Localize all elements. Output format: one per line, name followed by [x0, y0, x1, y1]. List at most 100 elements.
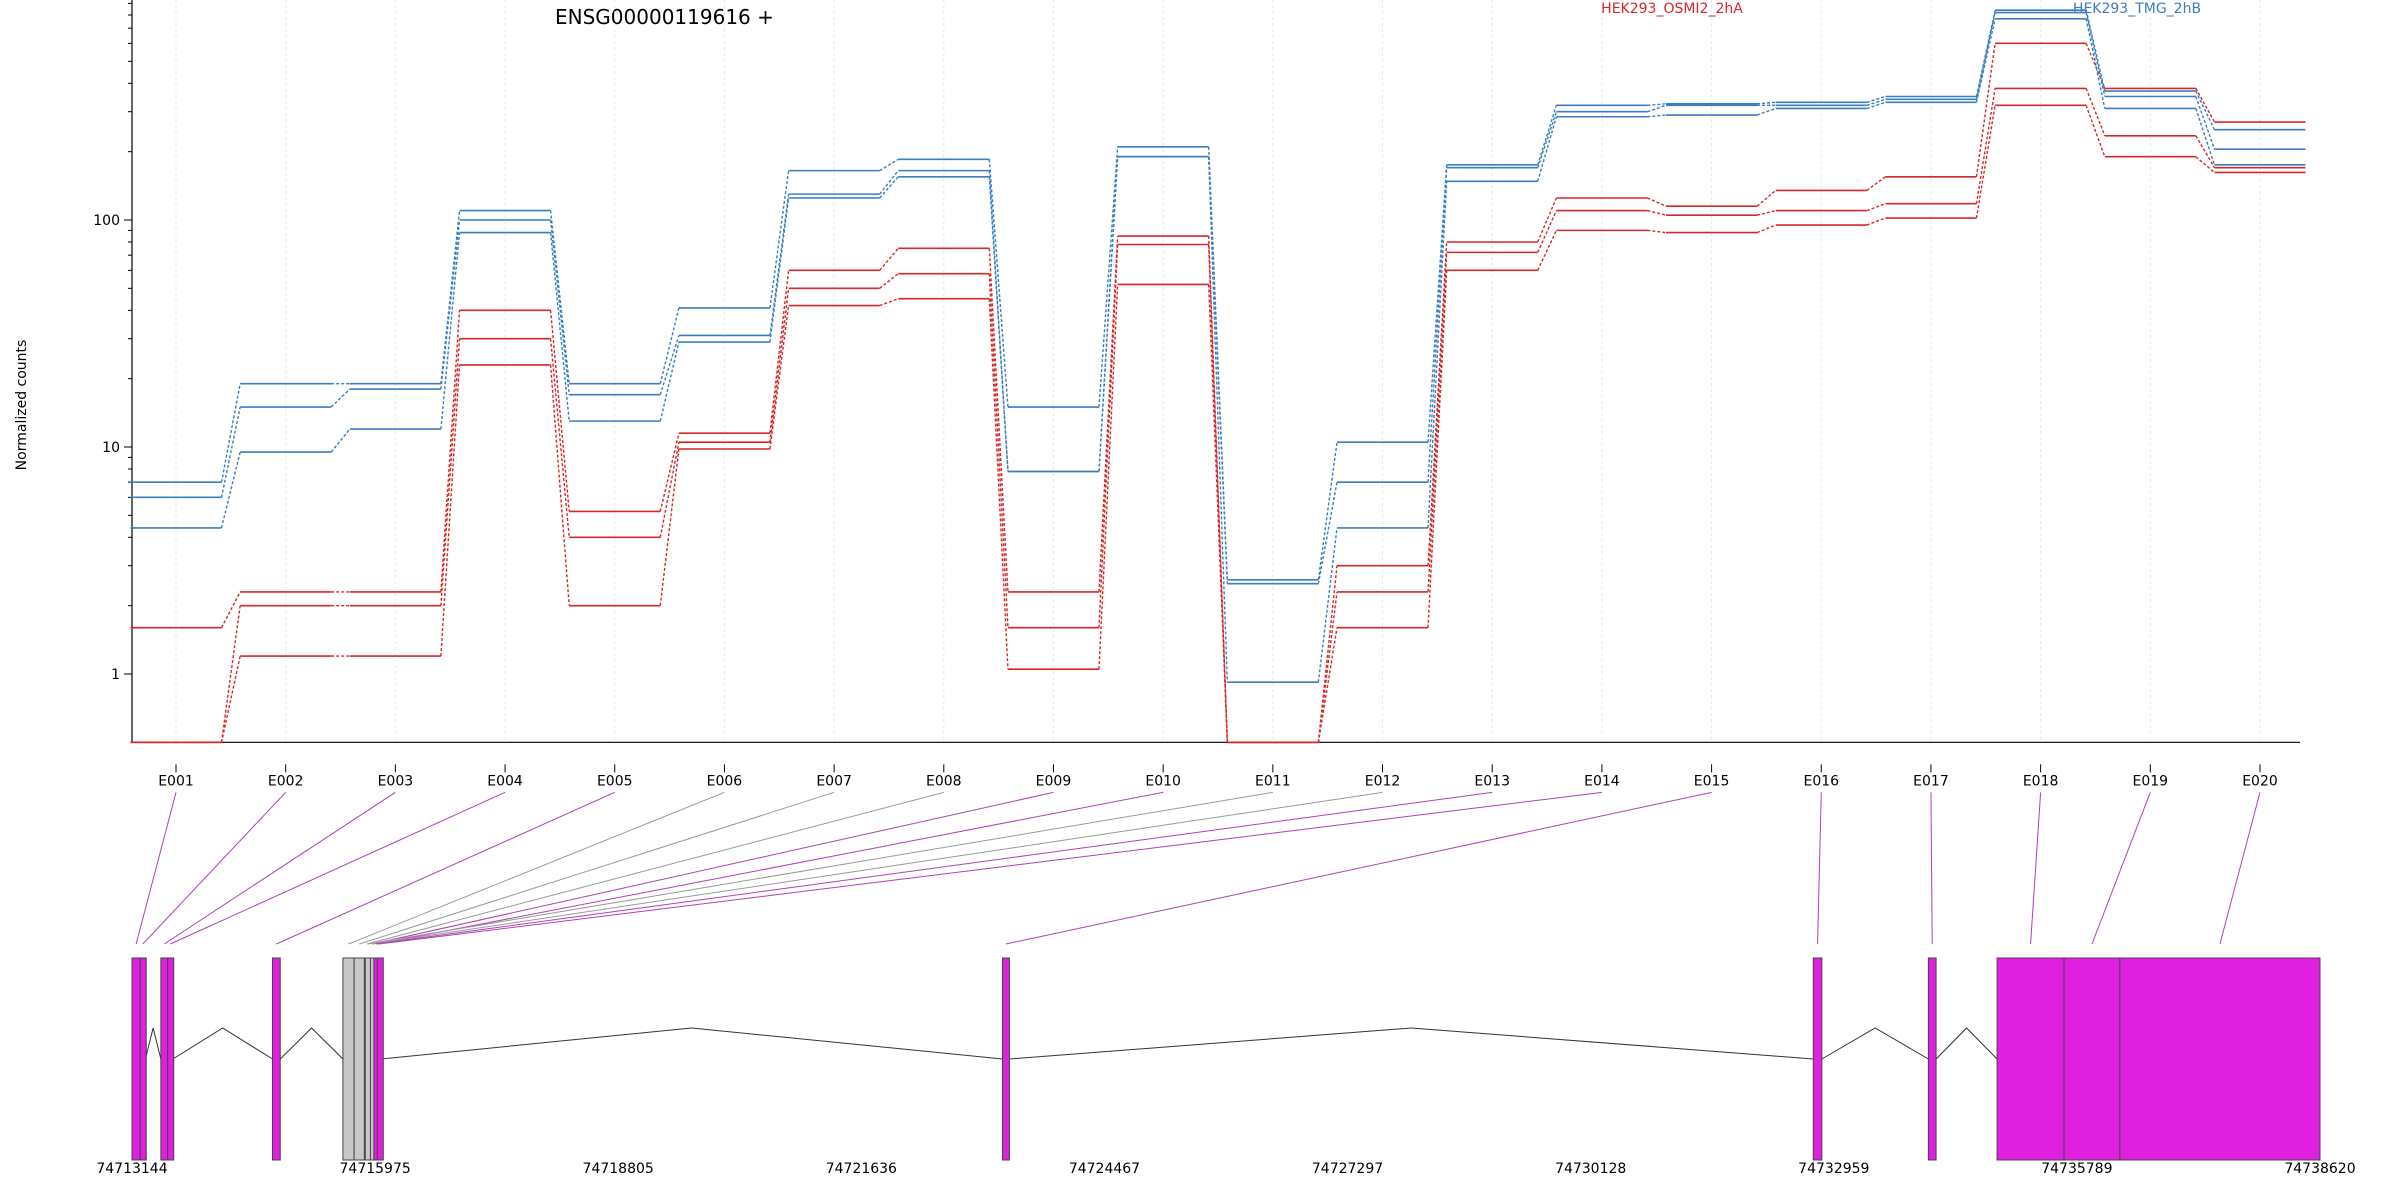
- data-connector: [2195, 96, 2216, 150]
- intron-line: [279, 1027, 344, 1060]
- exon-block-E019: [2063, 957, 2121, 1161]
- exon-block-E005: [272, 957, 281, 1161]
- exon-connector-E016: [1817, 792, 1822, 945]
- y-axis-label: Normalized counts: [14, 340, 30, 471]
- data-connector: [879, 170, 899, 195]
- data-connector: [549, 210, 570, 384]
- coordinate-label: 74718805: [583, 1161, 654, 1177]
- data-connector: [1317, 591, 1338, 743]
- exon-connector-E010: [377, 791, 1164, 945]
- exon-block-E007: [353, 957, 365, 1161]
- exon-connector-E001: [135, 792, 177, 945]
- data-connector: [659, 341, 680, 422]
- data-connector: [1537, 197, 1558, 243]
- data-connector: [1537, 111, 1558, 168]
- legend-item: HEK293_OSMI2_2hA: [1601, 1, 1743, 17]
- exon-block-E018: [1996, 957, 2065, 1161]
- data-connector: [1757, 101, 1776, 105]
- data-connector: [659, 335, 680, 395]
- data-connector: [1427, 270, 1448, 628]
- data-connector: [1975, 88, 1996, 204]
- gene-model: 74713144 74715975 74718805 74721636 74724467…: [96, 957, 2356, 1177]
- data-connector: [1207, 156, 1229, 683]
- data-connector: [440, 364, 461, 657]
- data-connector: [440, 338, 461, 606]
- data-connector: [2085, 105, 2106, 157]
- intron-line: [380, 1027, 1003, 1060]
- data-connector: [1756, 209, 1776, 216]
- exon-connector-E012: [372, 791, 1383, 945]
- data-connector: [220, 591, 241, 628]
- coordinate-label: 74713144: [96, 1161, 167, 1177]
- data-connector: [1866, 176, 1886, 191]
- exon-connector-E019: [2091, 792, 2151, 945]
- y-tick-label: 1000: [84, 0, 120, 2]
- data-connector: [220, 655, 241, 743]
- chart-title: ENSG00000119616 +: [555, 5, 774, 29]
- data-connector: [879, 273, 899, 289]
- exon-block-E006: [342, 957, 355, 1161]
- data-connector: [1647, 229, 1667, 234]
- exon-label: E011: [1255, 773, 1291, 789]
- exon-connector-E013: [375, 791, 1493, 945]
- data-connector: [1317, 627, 1338, 743]
- data-connector: [1866, 98, 1886, 106]
- data-connector: [2195, 156, 2215, 173]
- data-connector: [1537, 230, 1558, 271]
- legend-item: HEK293_TMG_2hB: [2073, 1, 2201, 17]
- data-connector: [2195, 90, 2216, 130]
- exon-connector-E007: [359, 791, 835, 945]
- exon-label: E017: [1913, 773, 1949, 789]
- y-tick-label: 10: [102, 440, 120, 456]
- data-connector: [1427, 167, 1448, 483]
- data-connector: [659, 307, 680, 384]
- data-connector: [440, 310, 461, 592]
- data-connector: [549, 219, 570, 395]
- data-connector: [2085, 12, 2106, 97]
- data-connector: [988, 298, 1009, 670]
- legend: HEK293_OSMI2_2hA HEK293_TMG_2hB: [1601, 1, 2201, 17]
- exon-connector-E008: [366, 791, 944, 945]
- intron-line: [172, 1027, 273, 1060]
- exon-block-E020: [2119, 957, 2321, 1161]
- data-connector: [1647, 103, 1667, 107]
- coordinate-label: 74730128: [1555, 1161, 1626, 1177]
- data-connector: [1866, 217, 1886, 226]
- exon-label: E008: [926, 773, 962, 789]
- exon-block-E001: [131, 957, 141, 1161]
- data-connector: [1647, 104, 1667, 113]
- intron-line: [1009, 1027, 1814, 1060]
- data-connector: [659, 442, 680, 538]
- exon-connector-E004: [170, 791, 506, 945]
- data-connector: [330, 388, 351, 408]
- data-connector: [1317, 442, 1338, 580]
- data-connector: [2195, 88, 2216, 123]
- data-connector: [549, 364, 570, 606]
- coordinate-label: 74715975: [340, 1161, 411, 1177]
- data-connector: [988, 176, 1009, 472]
- exon-block-E002: [139, 957, 147, 1161]
- data-connector: [2085, 18, 2106, 109]
- exon-label: E006: [707, 773, 743, 789]
- exon-label: E003: [378, 773, 414, 789]
- exon-label: E005: [597, 773, 633, 789]
- exon-label: E020: [2242, 773, 2278, 789]
- exon-connector-E011: [367, 791, 1273, 945]
- intron-line: [1935, 1027, 1998, 1060]
- data-connector: [659, 448, 680, 606]
- data-connector: [549, 338, 570, 538]
- data-connector: [769, 305, 790, 450]
- data-connector: [988, 159, 1009, 408]
- data-connector: [440, 210, 461, 384]
- exon-label: E014: [1584, 773, 1620, 789]
- exon-label: E018: [2023, 773, 2059, 789]
- exon-connector-E018: [2030, 792, 2042, 945]
- exon-connector-E002: [142, 791, 287, 945]
- data-connector: [988, 248, 1009, 592]
- data-connector: [1427, 241, 1448, 566]
- exon-block-E015: [1002, 957, 1010, 1161]
- data-connector: [1756, 224, 1777, 234]
- data-connector: [220, 383, 241, 483]
- exon-block-E004: [167, 957, 175, 1161]
- data-connector: [1207, 235, 1229, 743]
